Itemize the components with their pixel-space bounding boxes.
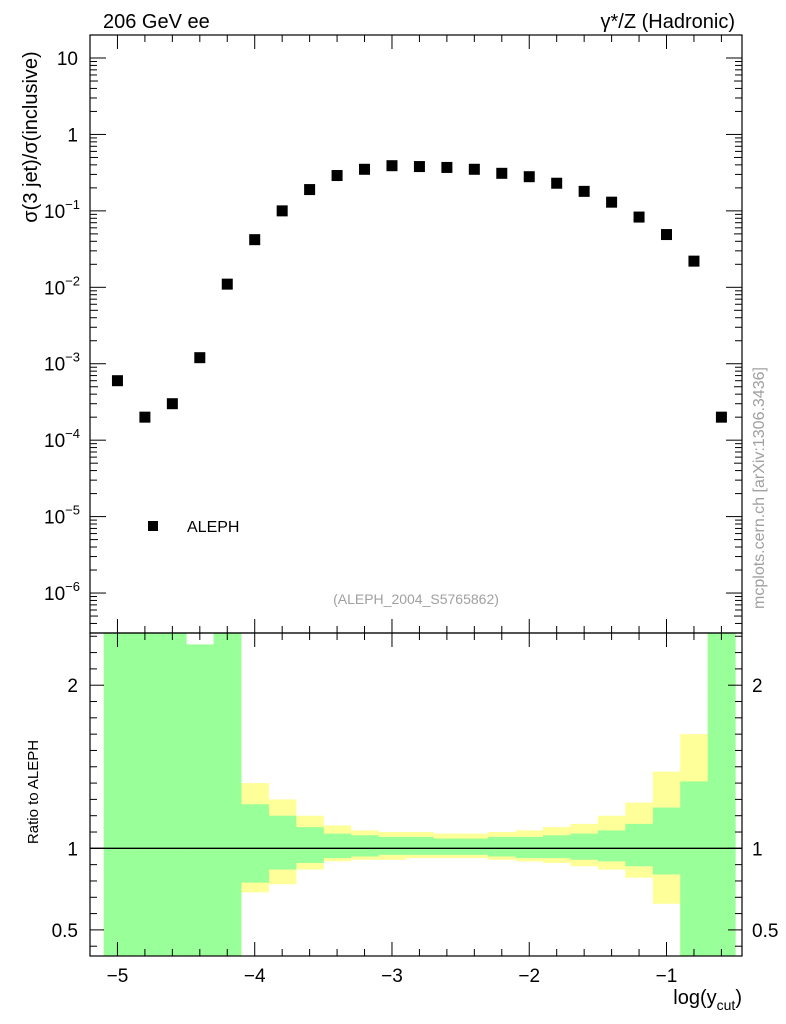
data-point-20 bbox=[661, 229, 673, 241]
data-point-2 bbox=[166, 398, 178, 410]
ratio-band-inner-bin-6 bbox=[268, 815, 297, 870]
x-tick-label-2: −3 bbox=[381, 966, 403, 987]
ratio-y-tick-label-right-2: 2 bbox=[752, 676, 763, 697]
process-label: γ*/Z (Hadronic) bbox=[601, 11, 735, 33]
analysis-id-label: (ALEPH_2004_S5765862) bbox=[333, 591, 499, 607]
x-tick-label-1: −4 bbox=[244, 966, 266, 987]
main-y-tick-label-base-7: 10 bbox=[57, 49, 78, 70]
ratio-y-tick-label-left-2: 2 bbox=[67, 676, 78, 697]
ratio-band-inner-bin-1 bbox=[131, 633, 160, 956]
legend-label-aleph: ALEPH bbox=[187, 519, 239, 536]
ratio-band-inner-bin-18 bbox=[597, 830, 626, 862]
main-y-tick-label-1: 10−5 bbox=[44, 503, 80, 529]
main-y-tick-label-6: 1 bbox=[67, 125, 78, 146]
ratio-band-inner-bin-14 bbox=[488, 836, 517, 857]
x-tick-label-4: −1 bbox=[656, 966, 678, 987]
ratio-y-tick-label-right-1: 1 bbox=[752, 839, 763, 860]
ratio-bands bbox=[103, 633, 736, 956]
x-axis-label-main: log(y bbox=[673, 987, 716, 1009]
data-point-16 bbox=[551, 177, 563, 189]
ratio-band-inner-bin-9 bbox=[350, 835, 379, 857]
energy-label: 206 GeV ee bbox=[103, 11, 210, 33]
main-y-tick-label-base-2: 10 bbox=[44, 431, 65, 452]
data-point-11 bbox=[413, 161, 425, 173]
main-y-tick-label-base-5: 10 bbox=[44, 202, 65, 223]
data-point-7 bbox=[304, 184, 316, 196]
main-y-tick-label-base-6: 1 bbox=[67, 125, 78, 146]
ratio-band-inner-bin-8 bbox=[323, 833, 352, 859]
main-y-tick-label-2: 10−4 bbox=[44, 426, 80, 452]
data-point-21 bbox=[688, 255, 700, 267]
data-point-5 bbox=[249, 234, 261, 246]
ratio-band-inner-bin-20 bbox=[652, 807, 681, 875]
main-y-tick-label-exp-5: −1 bbox=[65, 197, 80, 212]
axes: −5 −4 −3 −2 −110−610−510−410−310−210−11100.5… bbox=[44, 34, 778, 987]
main-frame bbox=[89, 34, 743, 634]
main-y-tick-label-exp-0: −6 bbox=[65, 579, 80, 594]
main-y-tick-label-5: 10−1 bbox=[44, 197, 80, 223]
ratio-band-inner-bin-0 bbox=[103, 633, 132, 956]
legend-marker-aleph bbox=[148, 521, 158, 531]
ratio-band-inner-bin-2 bbox=[158, 633, 187, 956]
x-axis-label-close: ) bbox=[735, 987, 742, 1009]
data-point-19 bbox=[633, 211, 645, 223]
data-point-10 bbox=[386, 160, 398, 172]
ratio-band-inner-bin-22 bbox=[707, 633, 736, 956]
main-y-tick-label-base-0: 10 bbox=[44, 584, 65, 605]
main-y-tick-label-exp-4: −2 bbox=[65, 273, 80, 288]
x-tick-label-0: −5 bbox=[107, 966, 129, 987]
ratio-band-inner-bin-17 bbox=[570, 833, 599, 860]
data-point-8 bbox=[331, 170, 343, 182]
data-point-3 bbox=[194, 352, 206, 364]
x-tick-label-3: −2 bbox=[518, 966, 540, 987]
data-point-0 bbox=[111, 375, 123, 387]
data-point-13 bbox=[468, 163, 480, 175]
ratio-band-inner-bin-12 bbox=[433, 838, 462, 855]
ratio-band-inner-bin-10 bbox=[378, 836, 407, 855]
data-point-15 bbox=[523, 171, 535, 183]
main-y-axis-label: σ(3 jet)/σ(inclusive) bbox=[20, 51, 42, 222]
main-y-tick-label-base-3: 10 bbox=[44, 355, 65, 376]
ratio-band-inner-bin-5 bbox=[240, 804, 269, 883]
main-y-tick-label-base-1: 10 bbox=[44, 508, 65, 529]
ratio-band-inner-bin-7 bbox=[295, 827, 324, 864]
ratio-band-inner-bin-21 bbox=[680, 781, 709, 956]
ratio-band-inner-bin-16 bbox=[542, 835, 571, 859]
main-y-tick-label-exp-1: −5 bbox=[65, 503, 80, 518]
main-y-tick-label-exp-3: −3 bbox=[65, 350, 80, 365]
data-point-22 bbox=[715, 411, 727, 423]
main-data-points bbox=[111, 160, 727, 423]
ratio-band-inner-bin-3 bbox=[186, 644, 215, 956]
data-point-12 bbox=[441, 161, 453, 173]
data-point-17 bbox=[578, 185, 590, 197]
ratio-y-axis-label: Ratio to ALEPH bbox=[25, 740, 42, 844]
main-y-tick-label-exp-2: −4 bbox=[65, 426, 80, 441]
ratio-y-tick-label-left-0: 0.5 bbox=[52, 921, 78, 942]
data-point-4 bbox=[221, 278, 233, 290]
ratio-band-inner-bin-4 bbox=[213, 633, 242, 956]
data-point-6 bbox=[276, 205, 288, 217]
ratio-y-tick-label-right-0: 0.5 bbox=[752, 921, 778, 942]
side-credit-label: mcplots.cern.ch [arXiv:1306.3436] bbox=[751, 367, 768, 609]
ratio-y-tick-label-left-1: 1 bbox=[67, 839, 78, 860]
data-point-9 bbox=[359, 163, 371, 175]
ratio-band-inner-bin-11 bbox=[405, 836, 434, 855]
main-y-tick-label-3: 10−3 bbox=[44, 350, 80, 376]
ratio-band-inner-bin-13 bbox=[460, 838, 489, 855]
data-point-18 bbox=[606, 196, 618, 208]
x-axis-label: log(ycut) bbox=[673, 987, 742, 1013]
data-point-14 bbox=[496, 167, 508, 179]
ratio-frame bbox=[89, 632, 743, 957]
ratio-band-inner-bin-15 bbox=[515, 836, 544, 859]
ratio-band-inner-bin-19 bbox=[625, 823, 654, 867]
main-y-tick-label-base-4: 10 bbox=[44, 278, 65, 299]
main-y-tick-label-0: 10−6 bbox=[44, 579, 80, 605]
x-axis-label-sub: cut bbox=[717, 997, 736, 1013]
main-y-tick-label-7: 10 bbox=[57, 49, 78, 70]
main-y-tick-label-4: 10−2 bbox=[44, 273, 80, 299]
data-point-1 bbox=[139, 411, 151, 423]
